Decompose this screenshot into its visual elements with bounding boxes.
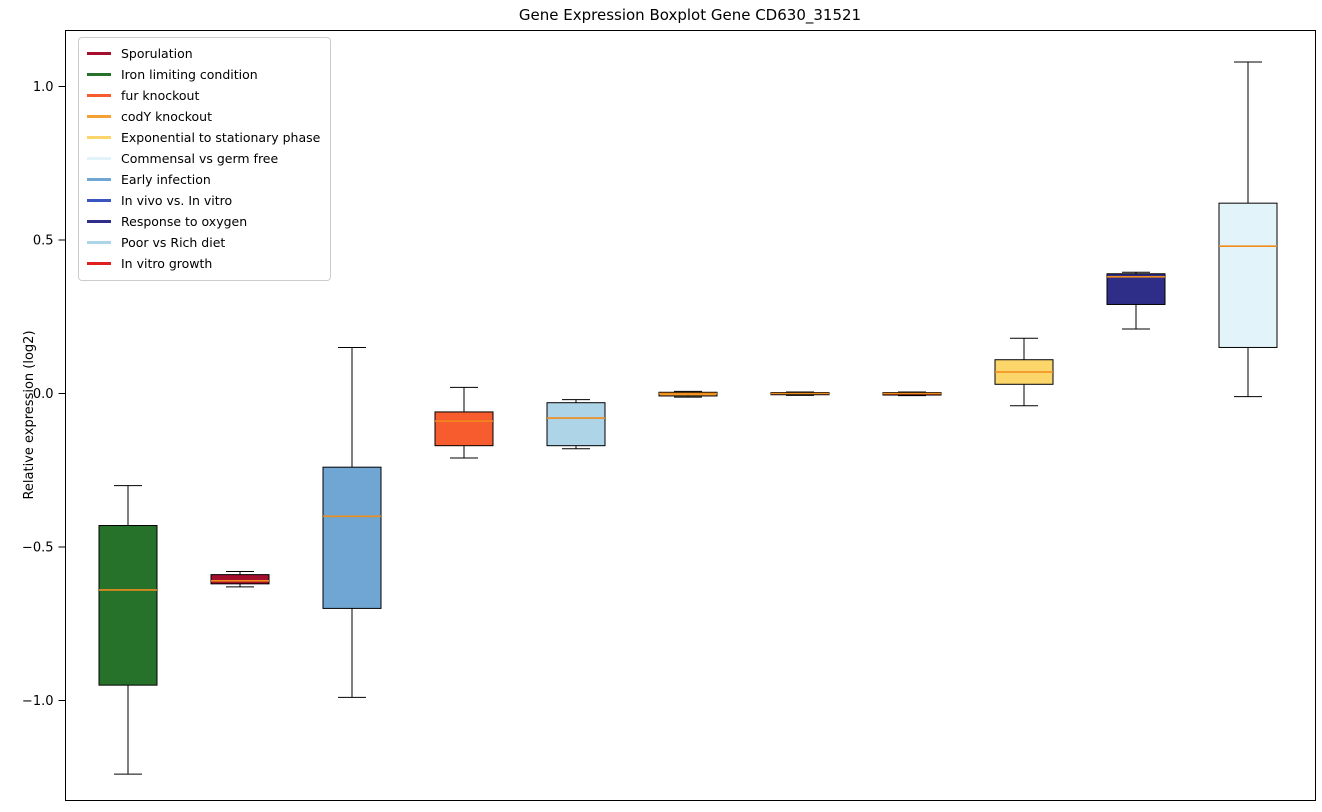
legend-item: Sporulation bbox=[87, 43, 320, 64]
legend-item: In vivo vs. In vitro bbox=[87, 190, 320, 211]
y-axis-label: Relative expression (log2) bbox=[22, 330, 37, 500]
legend-item: codY knockout bbox=[87, 106, 320, 127]
legend-item: In vitro growth bbox=[87, 253, 320, 274]
legend-item: Iron limiting condition bbox=[87, 64, 320, 85]
box-10 bbox=[1218, 202, 1278, 348]
legend-swatch bbox=[87, 52, 111, 55]
legend-swatch bbox=[87, 157, 111, 160]
legend-item-label: Response to oxygen bbox=[121, 214, 248, 229]
legend-item-label: Sporulation bbox=[121, 46, 193, 61]
legend-swatch bbox=[87, 115, 111, 118]
box-3 bbox=[434, 411, 494, 447]
y-tick-label: −0.5 bbox=[22, 541, 54, 556]
axes-frame bbox=[65, 30, 1316, 801]
chart-title: Gene Expression Boxplot Gene CD630_31521 bbox=[518, 6, 862, 24]
y-tick-label: −1.0 bbox=[22, 694, 54, 709]
box-4 bbox=[546, 402, 606, 447]
y-tick-label: 0.5 bbox=[33, 234, 54, 249]
box-1 bbox=[210, 574, 270, 585]
legend-swatch bbox=[87, 262, 111, 265]
legend-item: Early infection bbox=[87, 169, 320, 190]
legend: Sporulation Iron limiting condition fur kn… bbox=[78, 37, 332, 281]
legend-swatch bbox=[87, 199, 111, 202]
legend-swatch bbox=[87, 220, 111, 223]
legend-item-label: Exponential to stationary phase bbox=[121, 130, 321, 145]
box-0 bbox=[98, 525, 158, 686]
box-9 bbox=[1106, 273, 1166, 305]
legend-item-label: In vitro growth bbox=[121, 256, 213, 271]
legend-swatch bbox=[87, 241, 111, 244]
legend-swatch bbox=[87, 136, 111, 139]
legend-swatch bbox=[87, 73, 111, 76]
y-tick-label: 1.0 bbox=[33, 80, 54, 95]
legend-item-label: codY knockout bbox=[121, 109, 213, 124]
legend-item-label: fur knockout bbox=[121, 88, 200, 103]
legend-item: Poor vs Rich diet bbox=[87, 232, 320, 253]
legend-item-label: Poor vs Rich diet bbox=[121, 235, 226, 250]
box-2 bbox=[322, 466, 382, 609]
legend-item-label: Iron limiting condition bbox=[121, 67, 258, 82]
legend-item: Exponential to stationary phase bbox=[87, 127, 320, 148]
legend-swatch bbox=[87, 94, 111, 97]
y-tick-label: 0.0 bbox=[33, 387, 54, 402]
legend-item: fur knockout bbox=[87, 85, 320, 106]
legend-item-label: Commensal vs germ free bbox=[121, 151, 279, 166]
legend-item-label: In vivo vs. In vitro bbox=[121, 193, 233, 208]
legend-item: Commensal vs germ free bbox=[87, 148, 320, 169]
legend-swatch bbox=[87, 178, 111, 181]
legend-item: Response to oxygen bbox=[87, 211, 320, 232]
legend-item-label: Early infection bbox=[121, 172, 211, 187]
